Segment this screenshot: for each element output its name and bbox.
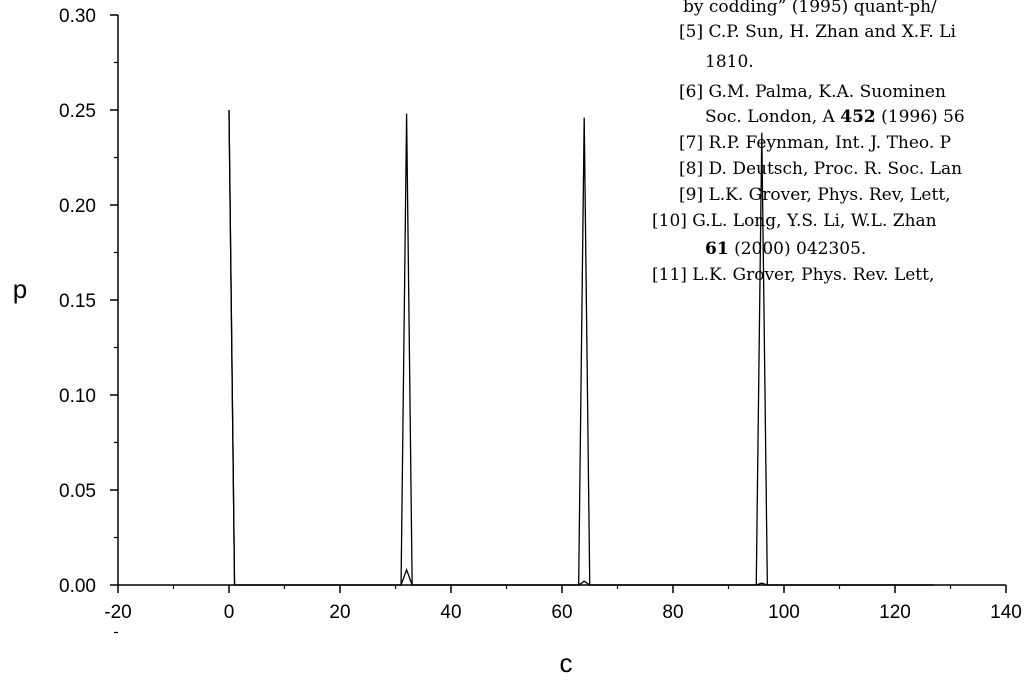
reference-text: [5] C.P. Sun, H. Zhan and X.F. Li (679, 22, 956, 42)
reference-line: by codding” (1995) quant-ph/ (683, 0, 937, 17)
y-tick-label: 0.20 (59, 196, 96, 217)
reference-text: [8] D. Deutsch, Proc. R. Soc. Lan (679, 159, 962, 179)
reference-line: Soc. London, A 452 (1996) 56 (705, 107, 965, 127)
reference-text: (2000) 042305. (729, 239, 867, 259)
y-tick-label: 0.30 (59, 6, 96, 27)
reference-text: [11] L.K. Grover, Phys. Rev. Lett, (652, 265, 934, 285)
y-axis-title: p (13, 274, 27, 304)
reference-line: 61 (2000) 042305. (705, 239, 866, 259)
axes: -20 0 20 40 60 80 100 120 140 0.00 0.05 0.10 0.15 0.2… (59, 6, 1022, 634)
reference-text: [7] R.P. Feynman, Int. J. Theo. P (679, 133, 951, 153)
y-tick-label: 0.25 (59, 101, 96, 122)
x-tick-label: 80 (662, 602, 683, 623)
series-group (228, 109, 934, 586)
reference-line: [7] R.P. Feynman, Int. J. Theo. P (679, 133, 951, 153)
reference-line: 1810. (705, 52, 754, 72)
reference-line: [10] G.L. Long, Y.S. Li, W.L. Zhan (652, 211, 937, 231)
reference-text: [10] G.L. Long, Y.S. Li, W.L. Zhan (652, 211, 937, 231)
reference-text: 1810. (705, 52, 754, 72)
reference-text: [6] G.M. Palma, K.A. Suominen (679, 82, 946, 102)
x-axis-title: c (560, 648, 573, 678)
background-reference-text: by codding” (1995) quant-ph/ [5] C.P. Sun… (652, 0, 965, 285)
x-tick-label: -20 (104, 602, 131, 623)
reference-line: [11] L.K. Grover, Phys. Rev. Lett, (652, 265, 934, 285)
reference-text: [9] L.K. Grover, Phys. Rev, Lett, (679, 185, 951, 205)
reference-text: Soc. London, A (705, 107, 840, 127)
reference-text: 61 (705, 239, 729, 259)
y-tick-label: 0.15 (59, 291, 96, 312)
reference-line: [8] D. Deutsch, Proc. R. Soc. Lan (679, 159, 962, 179)
x-tick-label: 40 (440, 602, 461, 623)
x-tick-label: 20 (329, 602, 350, 623)
reference-line: [9] L.K. Grover, Phys. Rev, Lett, (679, 185, 951, 205)
y-tick-label: 0.05 (59, 481, 96, 502)
x-tick-label: 100 (768, 602, 800, 623)
reference-text: 452 (840, 107, 876, 127)
y-tick-label: 0.00 (59, 576, 96, 597)
reference-text: by codding” (1995) quant-ph/ (683, 0, 937, 17)
y-tick-label: 0.10 (59, 386, 96, 407)
reference-text: (1996) 56 (876, 107, 965, 127)
x-tick-label: 120 (879, 602, 911, 623)
series-line-2 (228, 109, 934, 586)
x-tick-label: 60 (551, 602, 572, 623)
x-tick-label: 140 (990, 602, 1022, 623)
x-tick-label: 0 (224, 602, 235, 623)
reference-line: [6] G.M. Palma, K.A. Suominen (679, 82, 946, 102)
reference-line: [5] C.P. Sun, H. Zhan and X.F. Li (679, 22, 956, 42)
